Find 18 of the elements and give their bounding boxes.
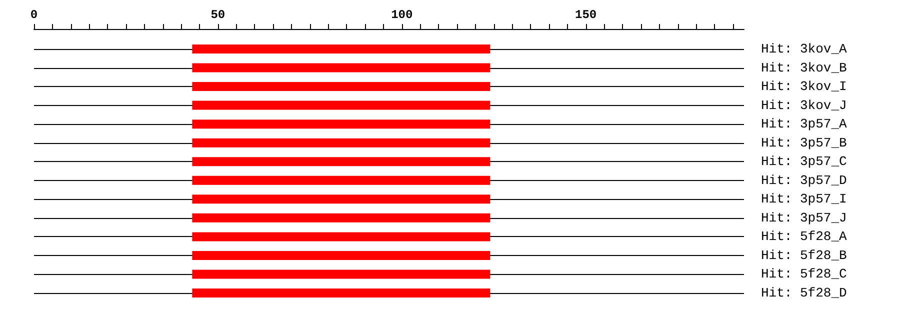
y-tick-label: Hit: 5f28_A	[761, 229, 848, 244]
x-tick-label: 150	[575, 8, 597, 22]
y-tick-label: Hit: 3p57_C	[761, 154, 848, 170]
y-tick-label: Hit: 3p57_A	[761, 116, 848, 132]
y-tick-label: Hit: 3kov_J	[761, 98, 847, 113]
y-tick-label: Hit: 3p57_D	[761, 172, 848, 188]
y-tick-label: Hit: 5f28_D	[761, 286, 848, 300]
x-tick-label: 100	[391, 8, 413, 22]
y-tick-label: Hit: 5f28_B	[761, 248, 848, 263]
y-tick-label: Hit: 3p57_I	[761, 192, 847, 207]
x-tick-label: 50	[210, 8, 226, 22]
y-tick-label: Hit: 3p57_J	[761, 210, 847, 226]
y-tick-label: Hit: 3p57_B	[761, 135, 848, 150]
x-tick-label: 0	[30, 8, 38, 22]
y-tick-label: Hit: 3kov_B	[761, 60, 848, 76]
y-tick-label: Hit: 3kov_I	[761, 79, 847, 94]
y-tick-label: Hit: 5f28_C	[761, 266, 848, 282]
y-tick-label: Hit: 3kov_A	[761, 42, 848, 56]
